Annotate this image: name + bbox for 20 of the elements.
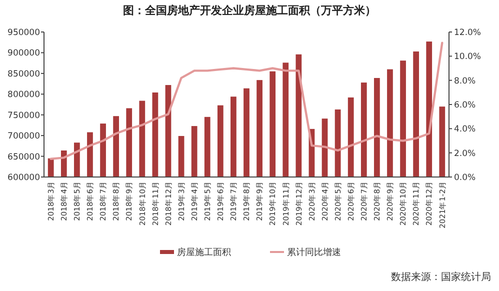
y-tick-label: 650000 — [8, 152, 40, 162]
y-tick-label: 600000 — [8, 172, 40, 183]
y-tick-label: 850000 — [8, 69, 40, 80]
legend-label: 累计同比增速 — [287, 247, 341, 258]
y-tick-label: 750000 — [8, 110, 40, 121]
y2-tick-label: 0.0% — [454, 172, 476, 183]
legend-label: 房屋施工面积 — [177, 247, 231, 258]
y2-tick-label: 12.0% — [454, 28, 482, 38]
y2-tick-label: 8.0% — [454, 76, 476, 86]
y-tick-label: 950000 — [8, 28, 40, 38]
y-tick-label: 900000 — [8, 48, 40, 59]
y2-tick-label: 2.0% — [454, 148, 476, 159]
y2-tick-label: 10.0% — [454, 52, 482, 62]
y-tick-label: 700000 — [8, 132, 40, 142]
y2-tick-label: 4.0% — [454, 124, 476, 135]
chart-title: 图：全国房地产开发企业房屋施工面积（万平方米） — [123, 4, 376, 17]
y2-tick-label: 6.0% — [454, 100, 476, 110]
source-note: 数据来源：国家统计局 — [391, 271, 491, 283]
y-tick-label: 800000 — [8, 90, 40, 100]
line-series — [50, 42, 444, 160]
